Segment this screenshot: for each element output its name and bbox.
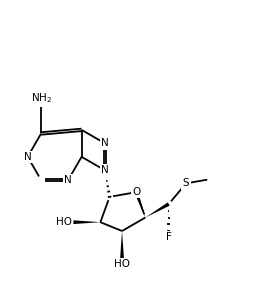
Text: N: N [64, 175, 72, 185]
Polygon shape [120, 231, 124, 258]
Text: S: S [183, 178, 189, 188]
Text: NH$_2$: NH$_2$ [31, 91, 52, 105]
Polygon shape [73, 220, 100, 224]
Text: N: N [101, 138, 109, 148]
Text: HO: HO [114, 259, 130, 269]
Polygon shape [145, 202, 170, 218]
Text: HO: HO [56, 217, 72, 227]
Text: N: N [101, 165, 109, 175]
Text: F: F [166, 232, 172, 242]
Text: O: O [132, 187, 140, 197]
Text: N: N [24, 152, 31, 162]
Polygon shape [134, 191, 145, 218]
